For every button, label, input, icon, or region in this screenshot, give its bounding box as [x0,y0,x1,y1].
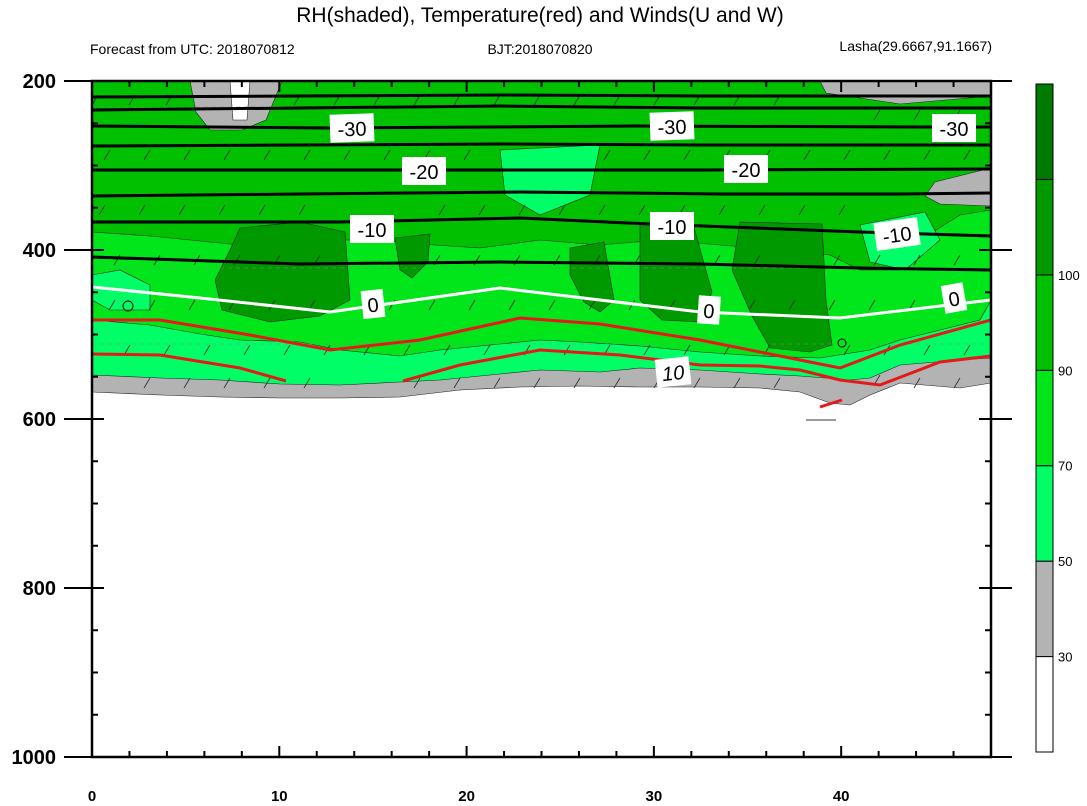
colorbar-swatch [1035,465,1054,562]
contour-label: -10 [658,217,687,239]
warm-contours [92,316,991,409]
station-header: Lasha(29.6667,91.1667) [839,38,992,54]
contour-label: -10 [358,220,387,242]
colorbar-swatch [1035,369,1054,467]
y-tick-label: 1000 [12,747,57,769]
contour-label: 0 [367,294,380,317]
colorbar-label: 30 [1058,650,1072,665]
contour-label: -30 [657,117,687,140]
plot-area [92,81,991,757]
contour-label: -20 [732,160,761,182]
y-tick-label: 800 [23,578,56,600]
colorbar-label: 70 [1058,459,1072,474]
moist-patch [731,221,833,353]
forecast-header: Forecast from UTC: 2018070812 [90,41,295,57]
y-tick-label: 200 [23,71,56,93]
contour-label: 0 [947,288,962,312]
colorbar-label: 90 [1058,363,1072,378]
contour-label: 10 [661,362,685,386]
x-tick-label: 10 [271,788,288,805]
axis-ticks [64,80,1012,758]
colorbar-swatch [1035,560,1054,658]
contour-labels: -30 -30 -30 -20 -20 -10 -10 -10 0 0 0 10 [329,111,976,388]
bjt-header: BJT:2018070820 [487,41,592,57]
small-circles [122,300,847,348]
y-tick-label: 400 [23,240,56,262]
colorbar-swatch [1035,274,1054,371]
contour-label: -20 [410,162,439,184]
colorbar-label: 100 [1058,268,1080,283]
contour-label: -30 [337,119,367,142]
freezing-contour [92,285,991,320]
x-tick-label: 30 [646,788,663,805]
x-tick-label: 20 [458,788,475,805]
moist-patch [394,233,431,279]
contour-label: -10 [881,223,913,249]
colorbar: 30 50 70 90 100 [1035,83,1080,753]
clear-patch [229,81,251,121]
moist-patch [214,221,351,323]
moist-patch [569,241,615,313]
contour-label: 0 [703,301,716,324]
colorbar-swatch [1035,656,1054,753]
x-tick-label: 40 [833,788,850,805]
y-tick-label: 600 [23,409,56,431]
dry-patch [819,81,991,105]
colorbar-label: 50 [1058,554,1072,569]
colorbar-swatch [1035,178,1054,276]
colorbar-swatch [1035,83,1054,180]
contour-label: -30 [940,119,969,141]
chart-title: RH(shaded), Temperature(red) and Winds(U… [296,4,783,27]
temperature-contours [92,93,991,272]
x-tick-label: 0 [88,788,96,805]
